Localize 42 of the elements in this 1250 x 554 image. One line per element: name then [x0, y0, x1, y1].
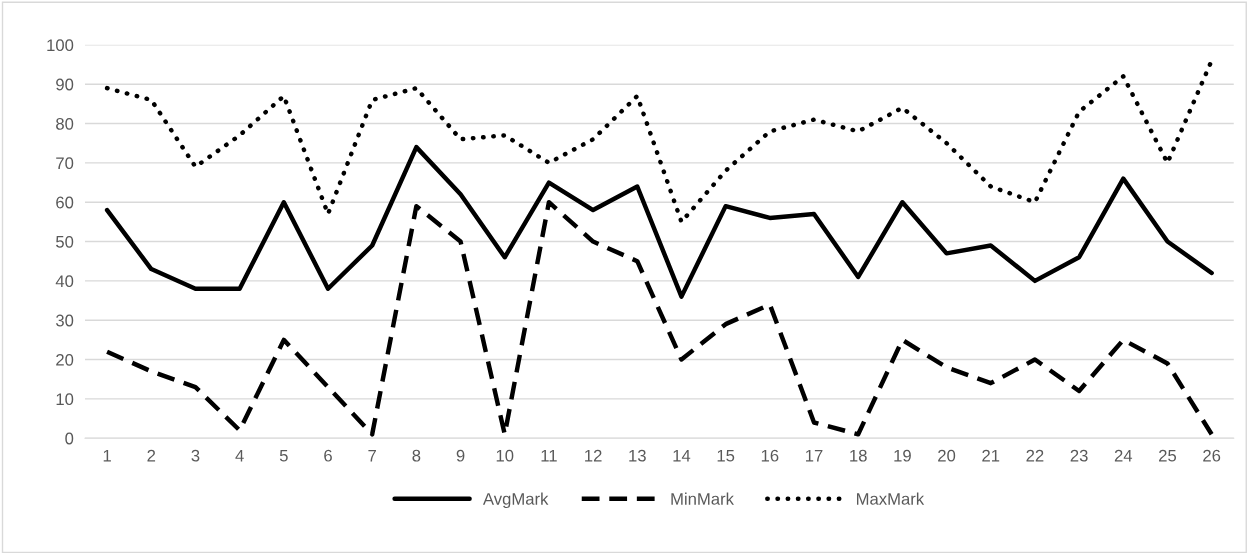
y-tick-label: 30 [55, 314, 74, 327]
x-tick-label: 25 [1159, 449, 1177, 462]
x-tick-label: 17 [806, 449, 823, 462]
x-tick-label: 24 [1114, 449, 1133, 462]
x-tick-label: 20 [938, 449, 956, 462]
legend-label: AvgMark [482, 492, 549, 509]
legend-label: MaxMark [856, 492, 925, 505]
x-tick-label: 21 [982, 449, 1000, 462]
y-tick-label: 70 [56, 157, 74, 170]
x-tick-label: 15 [717, 449, 735, 462]
y-tick-label: 50 [56, 235, 74, 248]
x-tick-label: 14 [673, 449, 691, 462]
x-tick-label: 8 [412, 449, 421, 462]
x-tick-label: 12 [585, 449, 602, 462]
x-tick-label: 18 [850, 449, 867, 462]
y-tick-label: 0 [65, 432, 74, 445]
line-series [104, 144, 1214, 299]
x-tick-label: 5 [279, 449, 288, 462]
line-series [104, 199, 1214, 437]
x-tick-label: 6 [324, 449, 332, 462]
x-tick-label: 10 [496, 449, 514, 462]
x-tick-label: 19 [894, 449, 911, 462]
legend-label: MinMark [671, 492, 734, 505]
y-tick-label: 20 [56, 353, 74, 366]
x-tick-label: 9 [456, 449, 465, 462]
x-tick-label: 13 [629, 449, 646, 462]
x-tick-label: 7 [368, 449, 376, 462]
x-tick-label: 22 [1026, 449, 1044, 462]
x-tick-label: 2 [147, 449, 156, 462]
y-tick-label: 80 [56, 117, 74, 130]
x-tick-label: 11 [541, 449, 557, 462]
y-tick-label: 60 [56, 196, 74, 209]
x-tick-label: 4 [235, 449, 244, 462]
y-tick-label: 100 [47, 39, 74, 52]
y-tick-label: 40 [55, 275, 74, 288]
y-tick-label: 90 [56, 78, 74, 91]
y-tick-label: 10 [56, 393, 74, 406]
x-tick-label: 3 [191, 449, 200, 462]
x-tick-label: 1 [103, 449, 111, 462]
x-tick-label: 26 [1203, 449, 1221, 462]
x-tick-label: 23 [1070, 449, 1088, 462]
x-tick-label: 16 [761, 449, 779, 462]
